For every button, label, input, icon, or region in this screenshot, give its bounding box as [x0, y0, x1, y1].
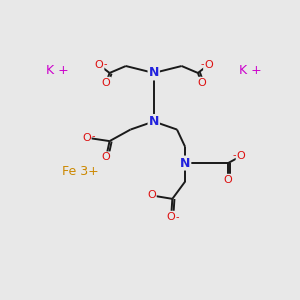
- Text: -: -: [176, 212, 179, 222]
- Text: N: N: [148, 67, 159, 80]
- Text: O: O: [224, 175, 233, 185]
- Text: O: O: [95, 60, 103, 70]
- Text: O: O: [82, 133, 91, 142]
- Text: O: O: [147, 190, 156, 200]
- Text: O: O: [204, 60, 213, 70]
- Text: K +: K +: [46, 64, 69, 77]
- Text: K +: K +: [239, 64, 262, 77]
- Text: N: N: [180, 157, 190, 169]
- Text: -: -: [200, 59, 204, 69]
- Text: N: N: [148, 115, 159, 128]
- Text: O: O: [167, 212, 176, 222]
- Text: O: O: [237, 151, 245, 161]
- Text: -: -: [104, 59, 107, 69]
- Text: O: O: [197, 78, 206, 88]
- Text: O: O: [102, 78, 110, 88]
- Text: -: -: [91, 131, 94, 142]
- Text: O: O: [102, 152, 110, 162]
- Text: Fe 3+: Fe 3+: [62, 165, 99, 178]
- Text: -: -: [233, 150, 236, 160]
